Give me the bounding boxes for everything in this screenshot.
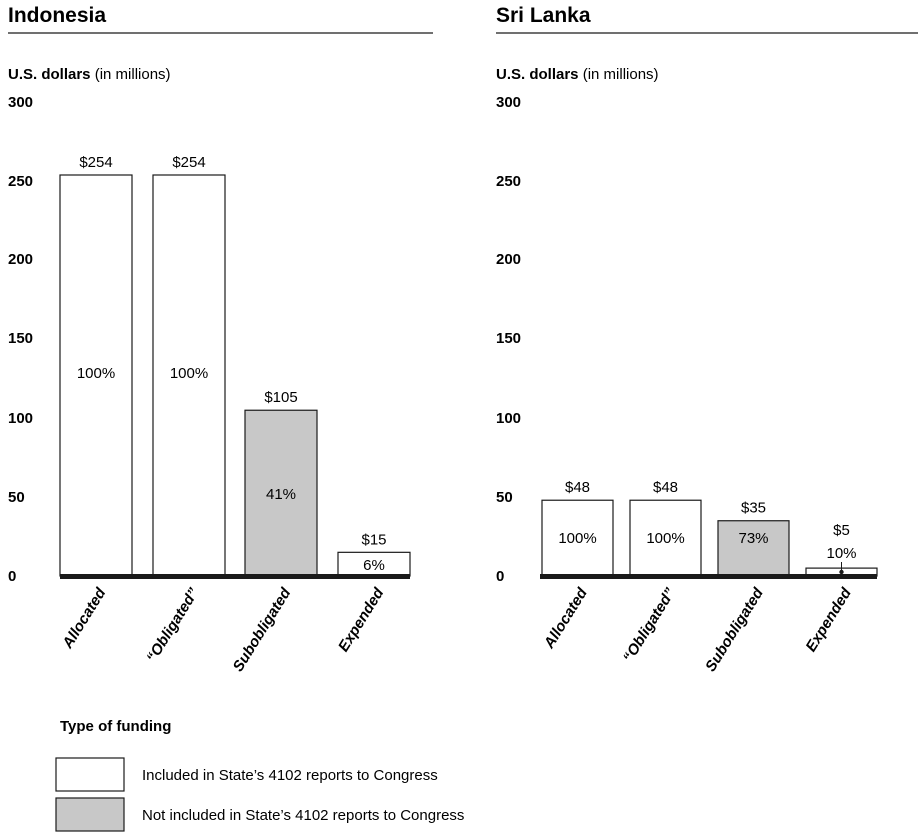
indonesia-percent-label-allocated: 100%	[77, 365, 115, 382]
indonesia-percent-label-subobligated: 41%	[266, 486, 296, 503]
indonesia-bar-obligated	[152, 174, 226, 577]
sri-lanka-baseline	[540, 574, 877, 579]
sri-lanka-ytick-250: 250	[496, 173, 521, 190]
legend-swatch-included	[55, 757, 125, 792]
sri-lanka-ytick-300: 300	[496, 94, 521, 111]
sri-lanka-percent-label-subobligated: 73%	[738, 530, 768, 547]
sri-lanka-percent-label-expended: 10%	[826, 545, 856, 562]
indonesia-unit-label: U.S. dollars (in millions)	[8, 66, 171, 83]
indonesia-value-label-allocated: $254	[79, 154, 112, 171]
indonesia-value-label-expended: $15	[361, 531, 386, 548]
sri-lanka-leader-dot	[839, 569, 844, 575]
indonesia-ytick-250: 250	[8, 173, 33, 190]
sri-lanka-unit-rest: (in millions)	[579, 66, 659, 83]
indonesia-unit-rest: (in millions)	[91, 66, 171, 83]
legend-label-not-included: Not included in State’s 4102 reports to …	[142, 807, 464, 824]
sri-lanka-bar-allocated	[541, 499, 614, 577]
sri-lanka-value-label-obligated: $48	[653, 479, 678, 496]
indonesia-value-label-obligated: $254	[172, 154, 205, 171]
indonesia-category-label-allocated: Allocated	[59, 584, 110, 652]
sri-lanka-ytick-100: 100	[496, 410, 521, 427]
sri-lanka-ytick-200: 200	[496, 251, 521, 268]
sri-lanka-unit-label: U.S. dollars (in millions)	[496, 66, 659, 83]
indonesia-unit-bold: U.S. dollars	[8, 66, 91, 83]
legend-label-included: Included in State’s 4102 reports to Cong…	[142, 767, 438, 784]
sri-lanka-ytick-150: 150	[496, 330, 521, 347]
indonesia-ytick-0: 0	[8, 568, 16, 585]
sri-lanka-value-label-subobligated: $35	[741, 500, 766, 517]
sri-lanka-category-label-allocated: Allocated	[540, 584, 591, 652]
indonesia-baseline	[60, 574, 410, 579]
sri-lanka-value-label-expended: $5	[833, 522, 850, 539]
sri-lanka-bar-obligated	[629, 499, 702, 577]
legend-swatch-not-included	[55, 797, 125, 832]
sri-lanka-bar-subobligated	[717, 520, 790, 577]
indonesia-value-label-subobligated: $105	[264, 389, 297, 406]
indonesia-category-label-obligated: “Obligated”	[143, 585, 202, 666]
indonesia-title: Indonesia	[8, 4, 106, 27]
sri-lanka-category-label-obligated: “Obligated”	[620, 585, 679, 666]
sri-lanka-value-label-allocated: $48	[565, 479, 590, 496]
sri-lanka-title: Sri Lanka	[496, 4, 591, 27]
sri-lanka-ytick-0: 0	[496, 568, 504, 585]
sri-lanka-ytick-50: 50	[496, 489, 513, 506]
sri-lanka-category-label-expended: Expended	[802, 584, 855, 655]
indonesia-ytick-150: 150	[8, 330, 33, 347]
legend-title: Type of funding	[60, 718, 171, 735]
sri-lanka-unit-bold: U.S. dollars	[496, 66, 579, 83]
sri-lanka-percent-label-allocated: 100%	[558, 530, 596, 547]
indonesia-ytick-50: 50	[8, 489, 25, 506]
indonesia-ytick-300: 300	[8, 94, 33, 111]
indonesia-percent-label-expended: 6%	[363, 557, 385, 574]
indonesia-ytick-100: 100	[8, 410, 33, 427]
sri-lanka-percent-label-obligated: 100%	[646, 530, 684, 547]
indonesia-percent-label-obligated: 100%	[170, 365, 208, 382]
indonesia-category-label-subobligated: Subobligated	[230, 584, 295, 674]
indonesia-category-label-expended: Expended	[335, 584, 388, 655]
indonesia-ytick-200: 200	[8, 251, 33, 268]
sri-lanka-category-label-subobligated: Subobligated	[702, 584, 767, 674]
